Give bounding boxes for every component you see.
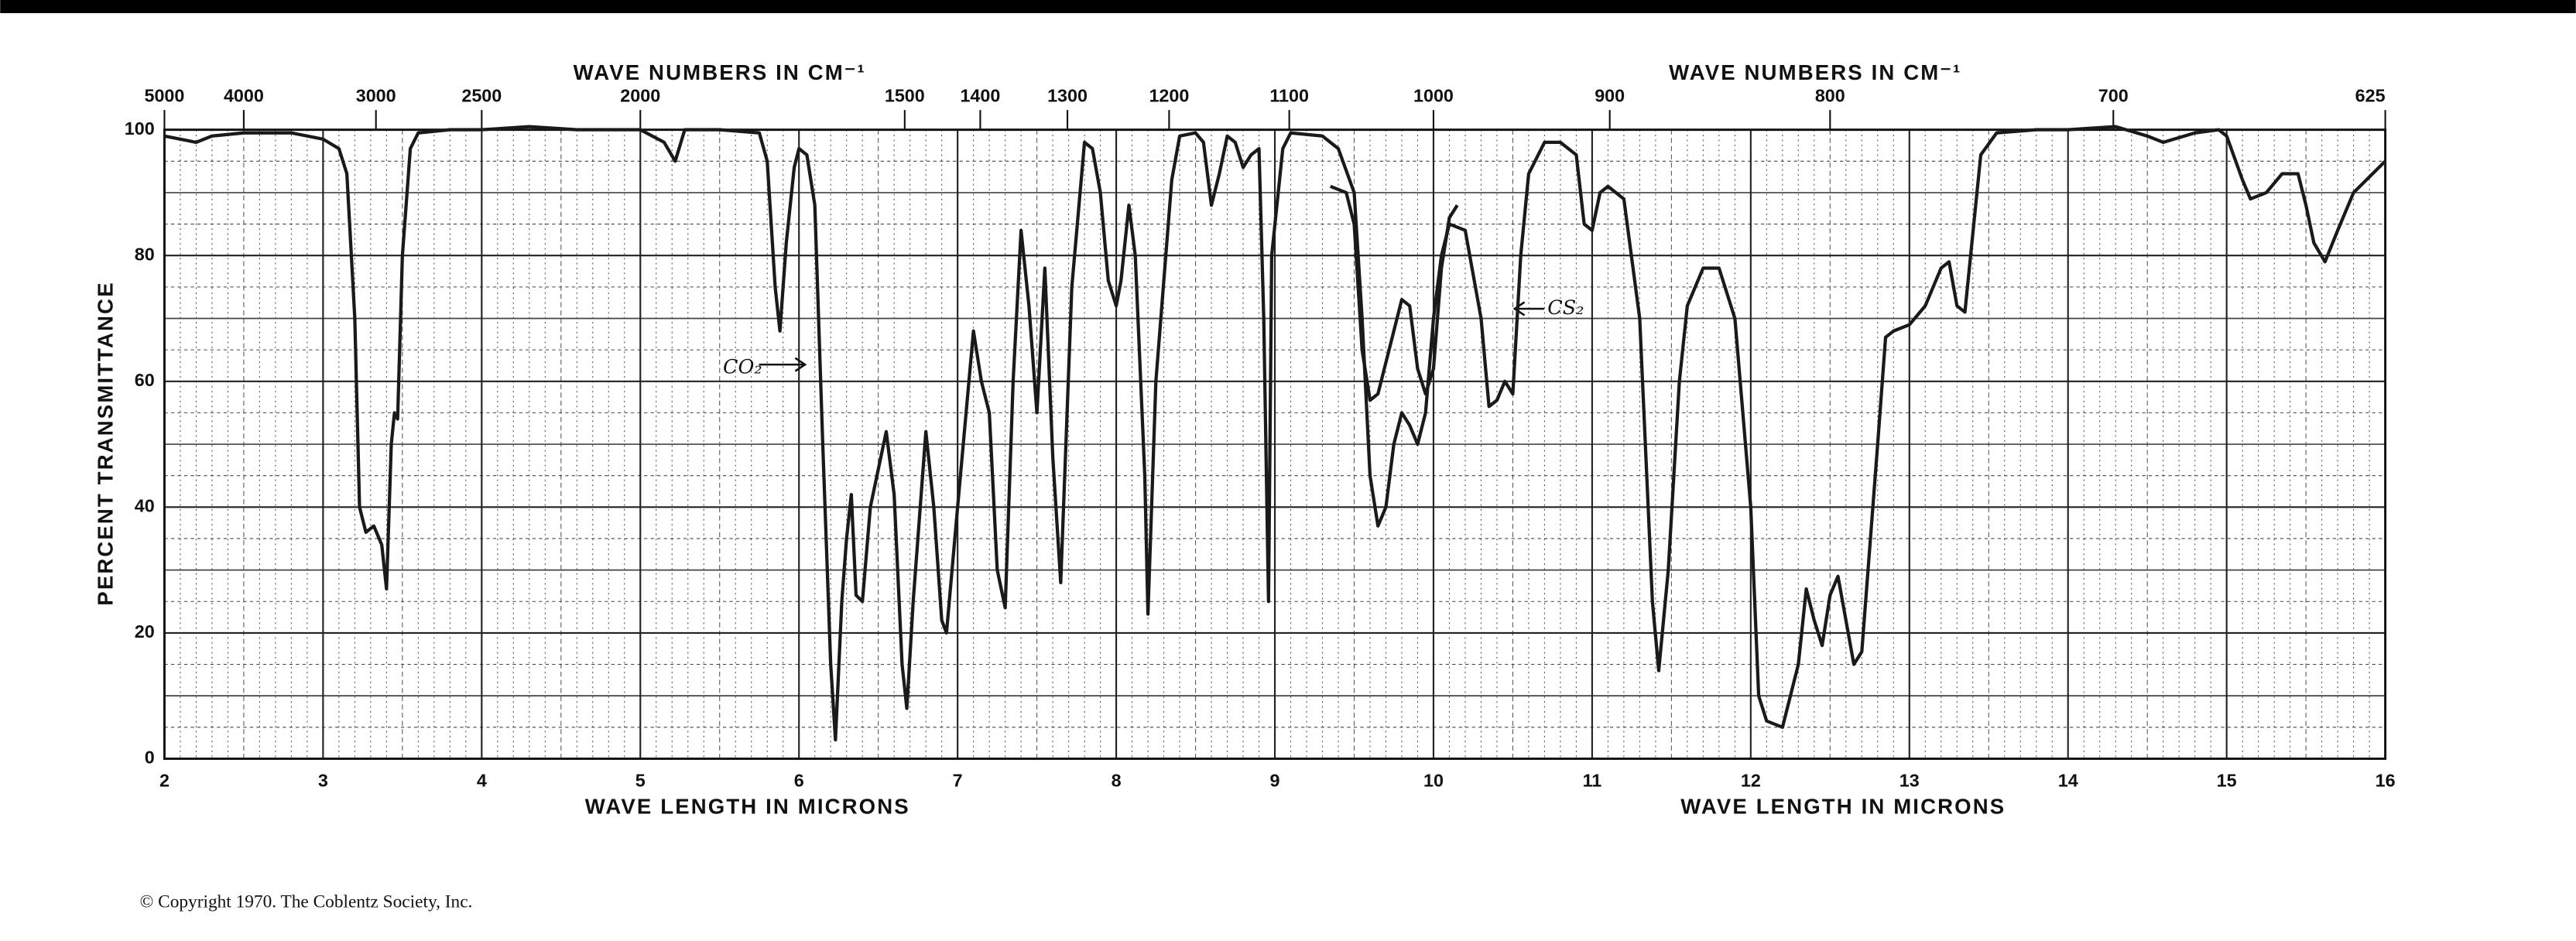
x-tick-label: 10	[1423, 770, 1444, 790]
x-tick-label: 2	[159, 770, 170, 790]
y-tick-label: 20	[135, 621, 155, 642]
x2-tick-label: 625	[2355, 85, 2386, 105]
x2-tick-label: 4000	[224, 85, 264, 105]
x-tick-label: 4	[477, 770, 487, 790]
x2-tick-label: 1100	[1269, 85, 1309, 105]
x2-tick-label: 2000	[620, 85, 660, 105]
spectrum-line	[164, 125, 2387, 742]
y-tick-label: 40	[135, 495, 155, 515]
x-tick-label: 12	[1741, 770, 1761, 790]
annotation: CS₂	[1547, 296, 1584, 320]
y-tick-label: 80	[135, 244, 155, 264]
y-axis-label: PERCENT TRANSMITTANCE	[93, 281, 117, 605]
x-tick-label: 16	[2376, 770, 2396, 790]
y-tick-label: 0	[145, 748, 155, 768]
x-tick-label: 7	[953, 770, 963, 790]
spectrum-line	[1329, 184, 1459, 402]
x-tick-label: 14	[2058, 770, 2078, 790]
x-tick-label: 13	[1899, 770, 1920, 790]
x2-tick-label: 2500	[461, 85, 502, 105]
annotation: CO₂	[723, 355, 762, 378]
plot-frame	[163, 128, 2387, 760]
x2-tick-label: 1500	[885, 85, 925, 105]
y-tick-label: 60	[135, 370, 155, 390]
x-tick-label: 3	[318, 770, 328, 790]
x-axis-label: WAVE LENGTH IN MICRONS	[1680, 794, 2006, 818]
x-tick-label: 9	[1270, 770, 1280, 790]
x2-tick-label: 3000	[356, 85, 396, 105]
x-axis-label: WAVE LENGTH IN MICRONS	[585, 794, 910, 818]
x2-tick-label: 1200	[1149, 85, 1189, 105]
x2-tick-label: 800	[1815, 85, 1845, 105]
x2-tick-label: 5000	[144, 85, 184, 105]
x-tick-label: 6	[794, 770, 804, 790]
x-tick-label: 8	[1112, 770, 1122, 790]
x2-tick-label: 900	[1595, 85, 1625, 105]
x-tick-label: 15	[2217, 770, 2237, 790]
x2-tick-label: 1400	[960, 85, 1000, 105]
copyright: © Copyright 1970. The Coblentz Society, …	[140, 892, 473, 912]
x2-tick-label: 1300	[1047, 85, 1088, 105]
y-tick-label: 100	[125, 118, 155, 139]
x2-tick-label: 700	[2098, 85, 2129, 105]
x-tick-label: 5	[635, 770, 646, 790]
x-tick-label: 11	[1583, 770, 1602, 790]
annotation-arrow	[1512, 301, 1545, 317]
x2-axis-label: WAVE NUMBERS IN CM⁻¹	[574, 60, 866, 84]
top-bar	[0, 0, 2576, 13]
x2-tick-label: 1000	[1413, 85, 1454, 105]
annotation-arrow	[759, 357, 807, 372]
x2-axis-label: WAVE NUMBERS IN CM⁻¹	[1669, 60, 1961, 84]
